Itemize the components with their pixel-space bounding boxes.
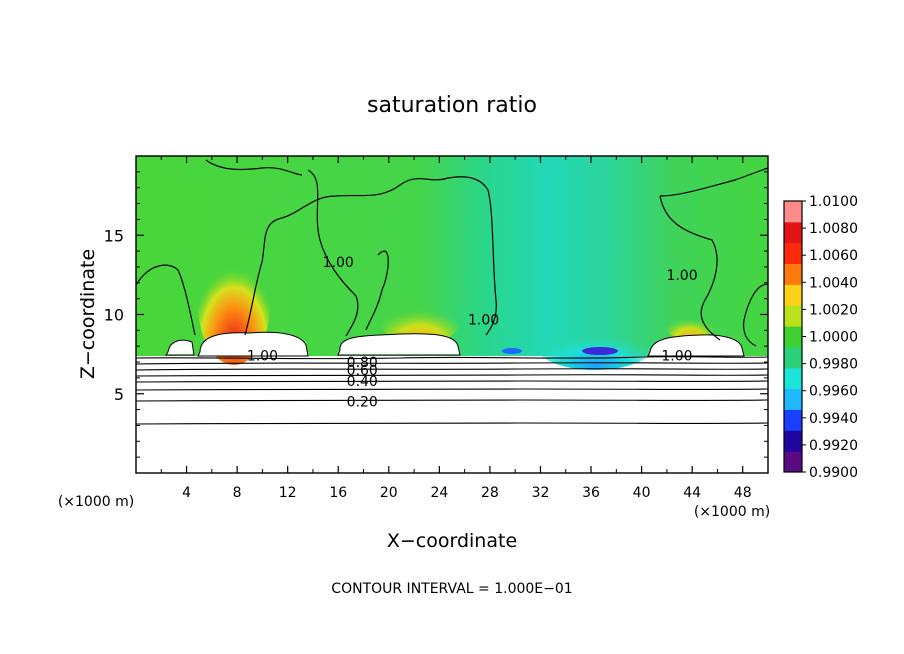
x-tick-label: 12 [279, 485, 297, 501]
colorbar-swatch [784, 221, 802, 244]
colorbar-swatch [784, 326, 802, 348]
contour-1-00-e [659, 167, 768, 197]
contour-label: 0.60 [347, 363, 378, 379]
dry-spot-30km [502, 348, 522, 354]
warm-anomaly-44km [665, 310, 715, 340]
x-tick-label: 20 [380, 485, 398, 501]
contour-0-10 [136, 422, 768, 425]
x-tick-label: 32 [532, 485, 550, 501]
colorbar-swatch [784, 409, 802, 431]
colorbar-swatch [784, 388, 802, 410]
colorbar-swatch [784, 346, 802, 369]
colorbar-label: 1.0100 [809, 194, 858, 210]
colorbar-swatch [784, 367, 802, 390]
contour-0-20 [136, 399, 768, 402]
y-tick-label: 15 [104, 226, 124, 245]
colorbar-label: 1.0060 [809, 248, 858, 264]
contour-label: 0.40 [347, 374, 378, 390]
colorbar-swatch [784, 451, 802, 473]
y-tick-label: 10 [104, 306, 124, 325]
x-tick-label: 4 [182, 485, 191, 501]
colorbar-swatch [784, 263, 802, 285]
contour-interval-footer: CONTOUR INTERVAL = 1.000E−01 [331, 581, 572, 597]
x-unit-label-right: (×1000 m) [694, 504, 770, 520]
contour-0-80 [136, 362, 768, 365]
contour-1-00-b [205, 159, 303, 176]
contour-1-00-d [365, 250, 389, 331]
x-axis: 4 8 12 16 20 24 28 32 36 40 44 48 [160, 156, 752, 501]
cloud-left [197, 331, 309, 357]
y-axis-title: Z−coordinate [77, 249, 99, 379]
contour-label: 1.00 [247, 349, 278, 365]
y-axis: 5 10 15 [104, 171, 768, 458]
x-unit-label-left: (×1000 m) [58, 494, 134, 510]
colorbar-label: 1.0080 [809, 221, 858, 237]
colorbar-label: 0.9920 [809, 438, 858, 454]
field-lower [136, 356, 768, 473]
contour-1-00-f [659, 195, 721, 341]
contour-lines-lower [136, 356, 768, 425]
contour-label: 0.80 [347, 355, 378, 371]
colorbar-label: 0.9960 [809, 384, 858, 400]
colorbar-swatch [784, 305, 802, 327]
contour-1-00-c [307, 169, 359, 337]
colorbar-label: 0.9900 [809, 465, 858, 481]
cloud-small-left [165, 339, 195, 356]
y-tick-label: 5 [114, 385, 124, 404]
colorbar-label: 1.0000 [809, 330, 858, 346]
chart-title: saturation ratio [367, 93, 537, 118]
cloud-right [647, 334, 745, 357]
colorbar-swatch [784, 430, 802, 452]
colorbar-label: 0.9940 [809, 411, 858, 427]
contour-label: 1.00 [661, 349, 692, 365]
contour-label: 0.20 [347, 395, 378, 411]
contour-0-60 [136, 368, 768, 371]
colorbar-label: 1.0020 [809, 302, 858, 318]
contour-near-1-00 [136, 356, 768, 360]
contour-0-30 [136, 388, 768, 391]
x-tick-label: 8 [233, 485, 242, 501]
contour-label: 1.00 [468, 312, 499, 328]
contour-lines-upper [136, 159, 768, 347]
contour-0-40 [136, 380, 768, 383]
x-tick-label: 16 [329, 485, 347, 501]
colorbar-label: 0.9980 [809, 357, 858, 373]
colorbar-swatch [784, 201, 802, 223]
contour-labels: 1.00 1.00 1.00 1.00 1.00 0.800.600.40 0.20 [247, 255, 698, 411]
x-tick-label: 48 [734, 485, 752, 501]
contour-1-00-g [743, 283, 768, 347]
plot-area: 1.00 1.00 1.00 1.00 1.00 0.800.600.40 0.20 [136, 156, 768, 473]
x-tick-label: 36 [582, 485, 600, 501]
contour-1-00-a [136, 176, 497, 336]
x-tick-label: 40 [633, 485, 651, 501]
colorbar: 1.0100 1.0080 1.0060 1.0040 1.0020 1.0000 0.99… [783, 194, 858, 481]
colorbar-swatch [784, 242, 802, 265]
dry-spot-36km [582, 347, 618, 355]
colorbar-label: 1.0040 [809, 275, 858, 291]
colorbar-swatch [784, 284, 802, 306]
x-tick-label: 44 [683, 485, 701, 501]
contour-label: 1.00 [666, 268, 697, 284]
contour-label: 1.00 [323, 255, 354, 271]
cloud-middle [337, 333, 461, 356]
x-tick-label: 24 [430, 485, 448, 501]
x-tick-label: 28 [481, 485, 499, 501]
x-axis-title: X−coordinate [387, 530, 517, 552]
contour-0-50 [136, 374, 768, 377]
warm-anomaly-22km [380, 295, 460, 345]
cloud-regions [165, 331, 745, 357]
